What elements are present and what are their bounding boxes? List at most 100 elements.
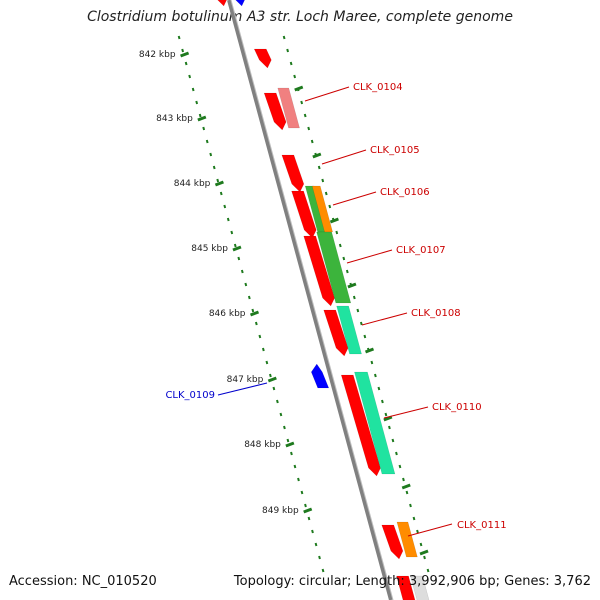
scale-dot-outer — [311, 529, 314, 534]
genome-summary: Topology: circular; Length: 3,992,906 bp… — [233, 574, 591, 589]
scale-tick-label: 846 kbp — [209, 309, 246, 319]
scale-dot-outer — [276, 399, 279, 404]
scale-dot-inner — [282, 35, 286, 40]
scale-dot-inner — [391, 438, 395, 443]
scale-dot-outer — [304, 503, 307, 508]
scale-dot-outer — [293, 464, 297, 469]
scale-dot-outer — [216, 178, 220, 183]
scale-major-tick-inner — [329, 217, 339, 224]
scale-dot-inner — [359, 321, 363, 326]
scale-dot-inner — [402, 477, 405, 482]
scale-dot-inner — [335, 230, 339, 235]
gene-leader-line — [321, 149, 367, 165]
scale-dot-outer — [184, 61, 188, 66]
scale-major-tick-inner — [294, 85, 304, 92]
gene-leader-line — [383, 406, 429, 419]
scale-major-tick — [232, 245, 242, 252]
gene-label: CLK_0107 — [396, 245, 446, 256]
gene-arrow-clk-0106-orange — [311, 185, 333, 233]
scale-major-tick — [197, 115, 207, 122]
gene-arrow-small — [253, 48, 272, 69]
gene-arrow-top-blue — [235, 0, 245, 7]
genome-backbone-shadow — [230, 0, 394, 600]
scale-dot-outer — [258, 334, 262, 339]
gene-arrow-clk-0106 — [291, 190, 317, 239]
scale-dot-outer — [233, 243, 237, 248]
scale-dot-outer — [261, 347, 265, 352]
scale-dot-inner — [356, 308, 360, 313]
scale-dot-inner — [363, 334, 367, 339]
scale-dot-outer — [237, 256, 241, 261]
gene-arrow-clk-0111 — [381, 524, 404, 560]
scale-dot-outer — [226, 217, 230, 222]
scale-dot-inner — [300, 100, 304, 105]
scale-dot-outer — [244, 282, 248, 287]
scale-dot-outer — [195, 100, 199, 105]
scale-dot-outer — [297, 477, 300, 482]
scale-dot-outer — [254, 321, 258, 326]
scale-dot-inner — [310, 139, 314, 144]
scale-dot-inner — [338, 243, 342, 248]
scale-major-tick — [214, 180, 224, 187]
scale-dot-inner — [377, 386, 381, 391]
scale-dot-outer — [251, 308, 255, 313]
scale-dot-outer — [307, 516, 311, 521]
gene-arrow-clk-0110 — [340, 374, 381, 477]
scale-tick-label: 847 kbp — [227, 375, 264, 385]
accession-label: Accession: NC_010520 — [9, 574, 157, 589]
scale-major-tick — [180, 51, 190, 58]
gene-arrow-clk-0108-cds — [336, 305, 362, 355]
gene-arrow-clk-0109 — [310, 363, 330, 389]
scale-tick-label: 843 kbp — [156, 114, 193, 124]
scale-dot-inner — [345, 269, 349, 274]
scale-dot-inner — [289, 61, 293, 66]
gene-arrow-clk-0107-cds — [316, 231, 352, 304]
scale-dot-inner — [307, 126, 311, 131]
scale-tick-label: 842 kbp — [139, 50, 176, 60]
scale-dot-outer — [177, 35, 181, 40]
scale-major-tick-inner — [312, 152, 322, 159]
scale-dot-outer — [247, 295, 251, 300]
gene-arrow-clk-0111-orange — [396, 521, 418, 558]
scale-dot-outer — [279, 412, 283, 417]
scale-tick-label: 849 kbp — [262, 506, 299, 516]
gene-arrow-clk-0110-cds — [354, 371, 396, 475]
scale-major-tick-inner — [364, 347, 375, 354]
scale-dot-inner — [416, 529, 419, 534]
scale-dot-outer — [321, 568, 325, 573]
scale-dot-inner — [381, 399, 384, 404]
scale-dot-inner — [324, 191, 328, 196]
scale-dot-inner — [423, 555, 426, 560]
map-title: Clostridium botulinum A3 str. Loch Maree… — [87, 9, 513, 25]
gene-arrow-bottom-red — [396, 575, 416, 600]
scale-tick-label: 845 kbp — [191, 244, 228, 254]
scale-dot-outer — [283, 425, 286, 430]
scale-dot-outer — [230, 230, 234, 235]
scale-dot-inner — [398, 464, 402, 469]
scale-dot-outer — [240, 269, 244, 274]
gene-label: CLK_0110 — [432, 402, 482, 413]
scale-dot-outer — [300, 490, 304, 495]
scale-major-tick-inner — [383, 415, 393, 422]
scale-dot-outer — [191, 87, 195, 92]
gene-label: CLK_0105 — [370, 145, 420, 156]
gene-leader-line — [346, 249, 393, 264]
scale-dot-outer — [314, 542, 318, 547]
scale-dot-outer — [272, 386, 276, 391]
gene-label: CLK_0104 — [353, 82, 403, 93]
scale-dot-inner — [342, 256, 346, 261]
scale-dot-inner — [384, 412, 388, 417]
gene-arrow-clk-0105 — [281, 154, 305, 193]
scale-dot-inner — [419, 542, 423, 547]
scale-dot-inner — [426, 568, 430, 573]
scale-major-tick — [285, 441, 295, 448]
scale-dot-outer — [223, 204, 227, 209]
scale-dot-inner — [395, 451, 398, 456]
scale-dot-outer — [202, 126, 206, 131]
scale-dot-inner — [405, 490, 409, 495]
scale-dot-inner — [328, 204, 332, 209]
gene-label: CLK_0106 — [380, 187, 430, 198]
scale-dot-inner — [412, 516, 416, 521]
gene-label: CLK_0108 — [411, 308, 461, 319]
scale-dot-inner — [370, 360, 374, 365]
